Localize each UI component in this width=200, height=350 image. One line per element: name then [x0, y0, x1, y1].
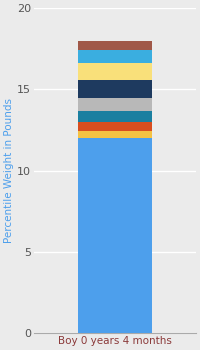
- Bar: [78, 138, 152, 333]
- Bar: [78, 122, 152, 131]
- Bar: [78, 41, 152, 50]
- Bar: [78, 63, 152, 80]
- Bar: [78, 50, 152, 63]
- Y-axis label: Percentile Weight in Pounds: Percentile Weight in Pounds: [4, 98, 14, 243]
- Bar: [78, 80, 152, 98]
- Bar: [78, 111, 152, 122]
- Bar: [78, 98, 152, 111]
- Bar: [78, 131, 152, 138]
